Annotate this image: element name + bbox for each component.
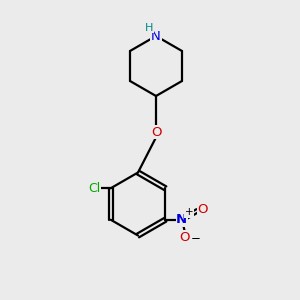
Text: Cl: Cl <box>88 182 100 195</box>
Text: −: − <box>190 232 200 245</box>
Text: O: O <box>197 203 208 216</box>
Text: O: O <box>179 231 190 244</box>
Text: O: O <box>151 125 161 139</box>
Text: H: H <box>145 22 154 33</box>
Text: +: + <box>185 207 194 217</box>
Text: N: N <box>176 213 187 226</box>
Text: N: N <box>151 29 161 43</box>
